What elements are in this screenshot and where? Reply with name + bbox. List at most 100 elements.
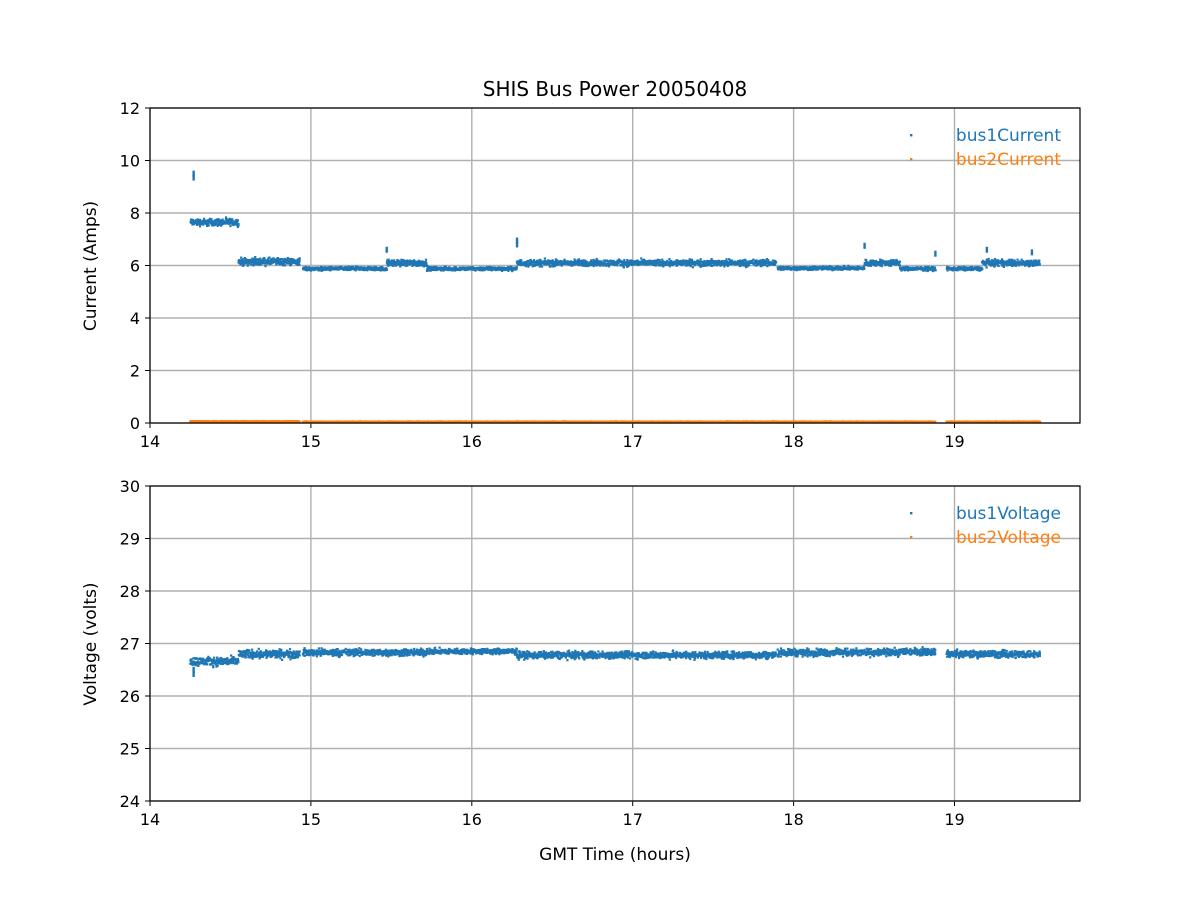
data-point xyxy=(532,259,536,262)
data-point xyxy=(602,259,606,262)
data-point xyxy=(442,269,445,272)
data-point xyxy=(745,260,748,263)
data-point xyxy=(529,258,532,262)
data-point xyxy=(256,263,259,266)
data-point xyxy=(1033,262,1036,265)
data-point xyxy=(206,224,209,227)
data-point xyxy=(875,264,878,267)
data-point xyxy=(280,257,283,261)
data-point xyxy=(703,259,706,263)
data-point xyxy=(295,260,299,264)
data-point xyxy=(640,257,643,260)
data-point xyxy=(629,263,632,266)
data-point xyxy=(889,264,892,267)
data-point xyxy=(602,262,605,265)
data-point xyxy=(726,264,729,268)
data-point xyxy=(593,263,596,266)
data-point xyxy=(217,218,220,221)
data-point xyxy=(667,263,670,266)
data-point xyxy=(216,223,220,226)
data-point xyxy=(455,267,459,270)
data-point xyxy=(699,260,702,263)
data-point xyxy=(728,261,731,264)
data-point xyxy=(551,264,554,267)
data-point xyxy=(386,263,389,266)
data-point xyxy=(1003,263,1006,266)
data-point xyxy=(1014,264,1018,267)
data-point xyxy=(203,220,206,223)
data-point xyxy=(570,260,574,264)
data-point xyxy=(900,269,903,272)
data-point xyxy=(543,257,546,260)
data-point xyxy=(367,265,370,269)
data-point xyxy=(275,258,278,261)
data-point xyxy=(510,265,513,268)
data-point xyxy=(739,259,742,262)
data-point xyxy=(216,224,219,227)
data-point xyxy=(625,261,628,264)
data-point xyxy=(252,263,255,267)
data-point xyxy=(583,261,586,264)
data-point xyxy=(779,268,783,271)
data-point xyxy=(208,218,211,221)
data-point xyxy=(958,266,961,269)
data-point xyxy=(987,257,990,261)
data-point xyxy=(708,261,711,264)
data-point xyxy=(687,263,690,266)
data-point xyxy=(753,263,756,266)
data-point xyxy=(243,262,246,265)
data-point xyxy=(289,257,292,261)
data-point xyxy=(345,266,348,269)
data-point xyxy=(592,264,595,268)
data-point xyxy=(893,259,896,262)
data-point xyxy=(755,259,758,262)
data-point xyxy=(282,262,286,265)
data-point xyxy=(508,266,512,269)
current-axes: 14 15 16 17 18 19024681012bus1Currentbus2Curr… xyxy=(120,99,1081,451)
data-point xyxy=(246,264,249,267)
data-point xyxy=(605,264,608,267)
data-point xyxy=(620,263,623,267)
data-point xyxy=(507,265,510,269)
data-point xyxy=(283,257,287,261)
data-point xyxy=(286,258,289,261)
data-point xyxy=(728,258,731,261)
data-point xyxy=(631,263,634,266)
data-point xyxy=(566,260,569,263)
data-point xyxy=(693,260,696,264)
data-point xyxy=(1010,260,1013,264)
data-point xyxy=(262,259,265,263)
data-point xyxy=(699,265,702,268)
data-point xyxy=(1005,264,1009,267)
data-point xyxy=(387,264,390,267)
data-point xyxy=(635,261,638,264)
data-point xyxy=(674,260,677,263)
data-point xyxy=(519,263,522,267)
data-point xyxy=(687,260,691,263)
data-point xyxy=(286,256,289,260)
data-point xyxy=(487,265,490,269)
data-point xyxy=(729,263,733,266)
data-point xyxy=(1027,259,1030,262)
data-point xyxy=(963,269,967,272)
data-point xyxy=(961,268,965,271)
data-point xyxy=(539,258,542,262)
data-point xyxy=(637,263,640,267)
data-point xyxy=(996,259,1000,262)
data-point xyxy=(385,267,388,270)
data-point xyxy=(1002,265,1005,268)
data-point xyxy=(279,258,282,261)
data-point xyxy=(219,221,222,224)
data-point xyxy=(646,260,650,263)
data-point xyxy=(1000,258,1004,261)
data-point xyxy=(824,265,828,268)
data-point xyxy=(220,224,223,227)
data-point xyxy=(607,260,610,263)
data-point xyxy=(759,263,762,266)
data-point xyxy=(605,259,608,262)
data-point xyxy=(241,258,244,261)
data-point xyxy=(741,263,744,267)
data-point xyxy=(590,259,593,262)
data-point xyxy=(632,263,635,266)
data-point xyxy=(466,268,469,271)
